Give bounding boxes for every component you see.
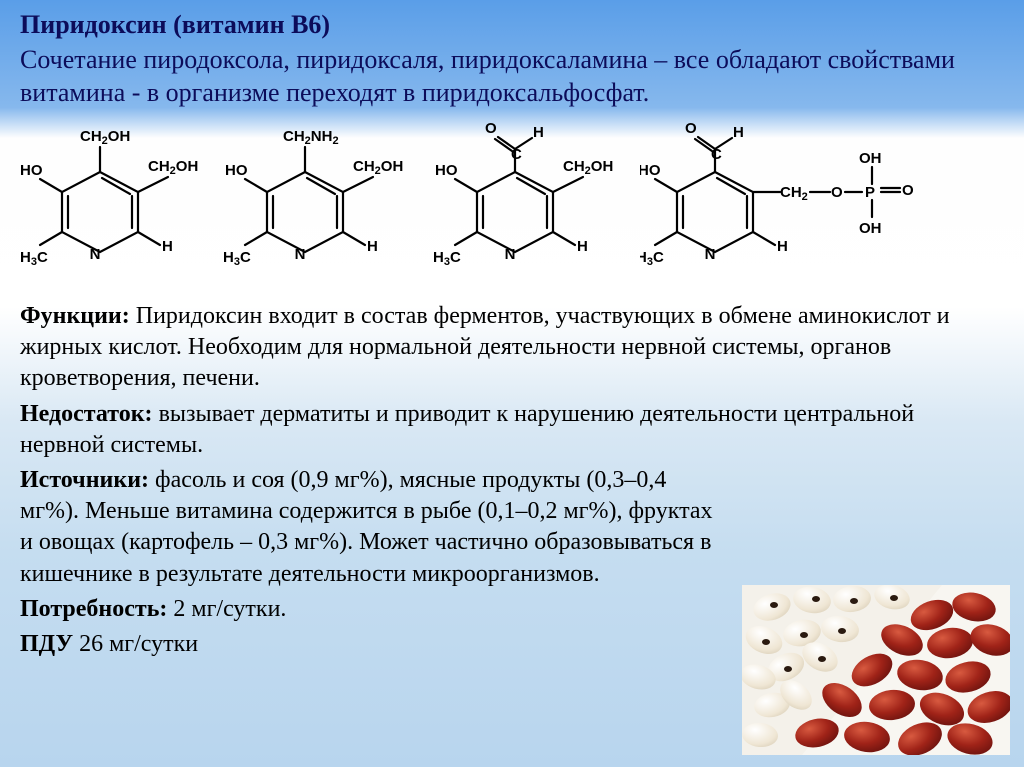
chemical-structures-row: HO CH2OH CH2OH N H H3C HO bbox=[20, 117, 1004, 287]
svg-text:HO: HO bbox=[640, 162, 661, 179]
svg-text:OH: OH bbox=[859, 150, 882, 167]
svg-text:N: N bbox=[705, 246, 716, 263]
functions-section: Функции: Пиридоксин входит в состав ферм… bbox=[20, 301, 1004, 395]
structure-pyridoxamine: HO CH2NH2 CH2OH N H H3C bbox=[220, 117, 420, 287]
svg-text:C: C bbox=[511, 146, 522, 163]
svg-text:CH2OH: CH2OH bbox=[80, 128, 130, 147]
svg-text:H3C: H3C bbox=[640, 249, 664, 268]
slide-title: Пиридоксин (витамин В6) bbox=[20, 10, 1004, 40]
svg-text:CH2NH2: CH2NH2 bbox=[283, 128, 339, 147]
svg-text:HO: HO bbox=[20, 162, 43, 179]
svg-text:H3C: H3C bbox=[223, 249, 251, 268]
svg-text:OH: OH bbox=[859, 220, 882, 237]
svg-text:CH2: CH2 bbox=[780, 184, 808, 203]
svg-text:O: O bbox=[485, 120, 497, 137]
pdu-label: ПДУ bbox=[20, 631, 73, 657]
svg-text:H3C: H3C bbox=[20, 249, 48, 268]
svg-text:O: O bbox=[902, 182, 914, 199]
structure-pyridoxal: HO O C H CH2OH N H H3C bbox=[430, 117, 630, 287]
svg-text:HO: HO bbox=[435, 162, 458, 179]
svg-text:N: N bbox=[295, 246, 306, 263]
svg-text:H: H bbox=[367, 238, 378, 255]
svg-text:C: C bbox=[711, 146, 722, 163]
svg-text:H: H bbox=[777, 238, 788, 255]
svg-text:H: H bbox=[162, 238, 173, 255]
svg-text:H: H bbox=[577, 238, 588, 255]
functions-text: Пиридоксин входит в состав ферментов, уч… bbox=[20, 303, 950, 391]
svg-text:N: N bbox=[90, 246, 101, 263]
svg-text:O: O bbox=[831, 184, 843, 201]
svg-text:CH2OH: CH2OH bbox=[148, 158, 198, 177]
svg-text:CH2OH: CH2OH bbox=[563, 158, 613, 177]
svg-text:O: O bbox=[685, 120, 697, 137]
svg-text:N: N bbox=[505, 246, 516, 263]
svg-text:H: H bbox=[733, 124, 744, 141]
functions-label: Функции: bbox=[20, 303, 130, 329]
structure-pyridoxal-phosphate: HO O C H CH2 O P OH OH O N H H3C bbox=[640, 117, 940, 287]
slide-content: Пиридоксин (витамин В6) Сочетание пиродо… bbox=[0, 0, 1024, 674]
beans-image bbox=[742, 585, 1010, 755]
svg-text:H: H bbox=[533, 124, 544, 141]
deficiency-label: Недостаток: bbox=[20, 401, 153, 427]
deficiency-text: вызывает дерматиты и приводит к нарушени… bbox=[20, 401, 914, 458]
deficiency-section: Недостаток: вызывает дерматиты и приводи… bbox=[20, 399, 1004, 461]
svg-text:H3C: H3C bbox=[433, 249, 461, 268]
svg-text:P: P bbox=[865, 184, 875, 201]
svg-text:HO: HO bbox=[225, 162, 248, 179]
requirement-text: 2 мг/сутки. bbox=[167, 596, 286, 622]
svg-text:CH2OH: CH2OH bbox=[353, 158, 403, 177]
pdu-text: 26 мг/сутки bbox=[73, 631, 198, 657]
intro-text: Сочетание пиродоксола, пиридоксаля, пири… bbox=[20, 44, 1004, 109]
sources-label: Источники: bbox=[20, 467, 149, 493]
structure-pyridoxol: HO CH2OH CH2OH N H H3C bbox=[20, 117, 210, 287]
requirement-label: Потребность: bbox=[20, 596, 167, 622]
sources-section: Источники: фасоль и соя (0,9 мг%), мясны… bbox=[20, 465, 1004, 590]
